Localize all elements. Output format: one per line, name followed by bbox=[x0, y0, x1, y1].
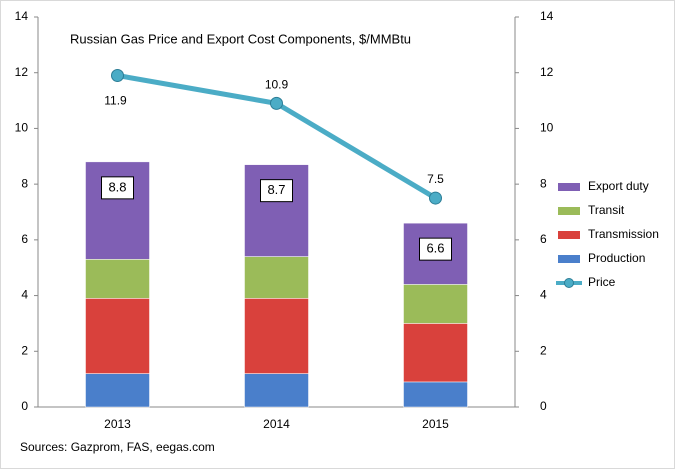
legend-label: Transmission bbox=[588, 227, 659, 241]
bar-segment bbox=[85, 298, 150, 374]
bar-segment bbox=[85, 373, 150, 408]
price-label: 11.9 bbox=[104, 94, 127, 108]
bar-segment bbox=[244, 373, 309, 408]
y-tick-label: 12 bbox=[15, 65, 29, 79]
legend-label: Export duty bbox=[588, 179, 649, 193]
y2-tick-label: 0 bbox=[540, 399, 547, 413]
source: Sources: Gazprom, FAS, eegas.com bbox=[20, 440, 215, 454]
price-marker bbox=[270, 96, 283, 110]
y2-tick-label: 2 bbox=[540, 343, 547, 357]
y-tick-label: 2 bbox=[21, 343, 28, 357]
y-tick-label: 6 bbox=[21, 232, 28, 246]
total-box bbox=[260, 179, 293, 203]
x-tick-label: 2014 bbox=[263, 417, 290, 431]
legend-label: Price bbox=[588, 275, 616, 289]
total-label: 8.8 bbox=[108, 179, 126, 194]
legend-swatch bbox=[558, 183, 580, 191]
y-tick-label: 0 bbox=[21, 399, 28, 413]
total-box bbox=[101, 176, 134, 200]
bar-segment bbox=[85, 259, 150, 299]
price-label: 10.9 bbox=[265, 78, 289, 92]
total-label: 8.7 bbox=[267, 182, 285, 197]
legend-label: Transit bbox=[588, 203, 625, 217]
bar-segment bbox=[403, 381, 468, 408]
bar-segment bbox=[244, 164, 309, 257]
y-tick-label: 14 bbox=[15, 9, 29, 23]
legend-swatch bbox=[558, 255, 580, 263]
price-marker bbox=[429, 191, 442, 205]
price-label: 7.5 bbox=[427, 172, 444, 186]
chart-title: Russian Gas Price and Export Cost Compon… bbox=[70, 31, 411, 46]
legend-label: Production bbox=[588, 251, 645, 265]
y-tick-label: 10 bbox=[15, 121, 29, 135]
y2-tick-label: 12 bbox=[540, 65, 554, 79]
legend-swatch bbox=[564, 278, 574, 288]
y2-tick-label: 4 bbox=[540, 288, 547, 302]
bar-segment bbox=[403, 323, 468, 383]
legend-swatch bbox=[558, 207, 580, 215]
y-tick-label: 8 bbox=[21, 176, 28, 190]
y-tick-label: 4 bbox=[21, 288, 28, 302]
y2-tick-label: 10 bbox=[540, 121, 554, 135]
y2-tick-label: 8 bbox=[540, 176, 547, 190]
price-marker bbox=[111, 69, 124, 82]
legend-swatch bbox=[558, 231, 580, 239]
y2-tick-label: 6 bbox=[540, 232, 547, 246]
total-box bbox=[419, 237, 452, 261]
x-tick-label: 2015 bbox=[422, 417, 449, 431]
y2-tick-label: 14 bbox=[540, 9, 554, 23]
bar-segment bbox=[244, 256, 309, 299]
total-label: 6.6 bbox=[426, 241, 444, 256]
bar-segment bbox=[244, 298, 309, 374]
bar-segment bbox=[403, 284, 468, 324]
x-tick-label: 2013 bbox=[104, 417, 131, 431]
